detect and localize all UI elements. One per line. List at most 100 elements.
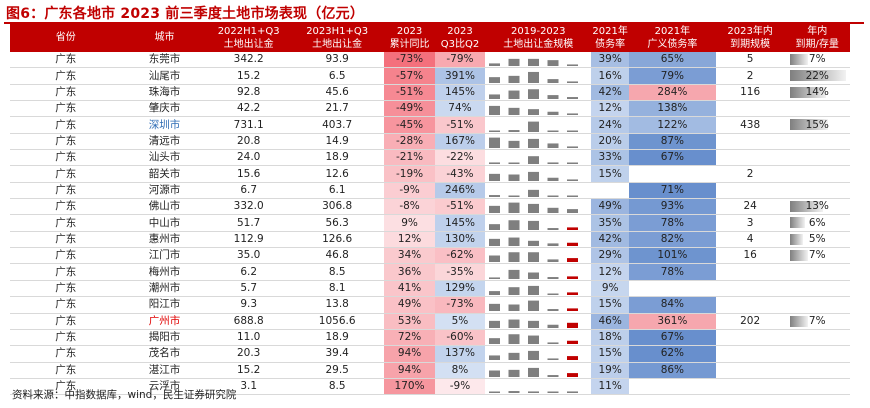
debt-ratio-cell: 15% bbox=[591, 296, 629, 313]
sparkline-bar bbox=[547, 60, 559, 67]
land-2023-cell: 29.5 bbox=[325, 363, 349, 376]
maturity-ratio-cell bbox=[784, 264, 850, 280]
q3-vs-q2-cell: -62% bbox=[434, 247, 486, 264]
land-2022-cell: 20.8 bbox=[236, 134, 261, 147]
maturity-ratio-cell bbox=[784, 133, 850, 149]
land-market-table: 省份 城市 2022H1+Q3 土地出让金 2023H1+Q3 土地出让金 2023… bbox=[10, 23, 850, 395]
land-2023-cell: 14.9 bbox=[325, 134, 349, 147]
sparkline-bar bbox=[547, 177, 559, 181]
broad-debt-ratio-cell: 65% bbox=[628, 52, 716, 68]
broad-debt-ratio-cell: 79% bbox=[628, 67, 716, 85]
debt-ratio-cell: 16% bbox=[591, 67, 629, 85]
sparkline-bar bbox=[567, 80, 579, 83]
debt-ratio-cell: 9% bbox=[591, 280, 629, 297]
city-cell: 潮州市 bbox=[148, 281, 181, 294]
maturity-ratio-label: 15% bbox=[805, 118, 829, 131]
debt-ratio-cell: 18% bbox=[591, 329, 629, 346]
province-cell: 广东 bbox=[55, 347, 77, 360]
sparkline-bar bbox=[508, 195, 520, 197]
city-cell: 汕头市 bbox=[148, 151, 181, 164]
city-cell: 江门市 bbox=[148, 249, 181, 262]
cum-yoy-cell: -45% bbox=[384, 116, 435, 134]
broad-debt-ratio-cell: 82% bbox=[628, 231, 716, 248]
sparkline-bar bbox=[567, 130, 579, 132]
q3-vs-q2-cell: -22% bbox=[434, 149, 486, 166]
land-2022-cell: 9.3 bbox=[240, 298, 258, 311]
debt-ratio-cell: 12% bbox=[591, 100, 629, 117]
table-row: 广东 河源市 6.7 6.1 -9% 246% 71% bbox=[10, 182, 850, 199]
sparkline-bar bbox=[489, 291, 501, 295]
maturity-ratio-cell: 5% bbox=[784, 231, 850, 247]
sparkline-bar bbox=[547, 94, 559, 99]
sparkline-cell bbox=[485, 215, 591, 231]
sparkline bbox=[489, 219, 579, 230]
maturity-ratio-cell bbox=[784, 280, 850, 296]
debt-ratio-cell: 24% bbox=[591, 116, 629, 134]
table-row: 广东 云浮市 3.1 8.5 170% -9% 11% bbox=[10, 378, 850, 395]
q3-vs-q2-cell: -51% bbox=[434, 198, 486, 215]
sparkline-cell bbox=[485, 248, 591, 264]
sparkline-bar bbox=[567, 391, 579, 394]
maturity-ratio-cell bbox=[784, 378, 850, 394]
cum-yoy-cell: 94% bbox=[384, 345, 435, 363]
sparkline-cell bbox=[485, 264, 591, 280]
sparkline-bar bbox=[489, 255, 501, 263]
sparkline-cell bbox=[485, 378, 591, 394]
header-cum-yoy: 2023 累计同比 bbox=[384, 23, 435, 52]
land-2022-cell: 15.6 bbox=[236, 167, 261, 180]
province-cell: 广东 bbox=[55, 331, 77, 344]
broad-debt-ratio-cell: 284% bbox=[628, 84, 716, 101]
sparkline-bar bbox=[528, 391, 540, 394]
q3-vs-q2-cell: 74% bbox=[434, 100, 486, 117]
maturity-cell: 116 bbox=[740, 85, 761, 98]
debt-ratio-cell: 11% bbox=[591, 378, 629, 395]
sparkline-bar bbox=[508, 287, 520, 295]
table-row: 广东 韶关市 15.6 12.6 -19% -43% 15% 2 bbox=[10, 165, 850, 183]
maturity-ratio-label: 6% bbox=[808, 216, 826, 229]
broad-debt-ratio-cell bbox=[629, 378, 716, 394]
cum-yoy-cell: -21% bbox=[384, 149, 435, 166]
debt-ratio-cell: 15% bbox=[591, 165, 629, 183]
sparkline-bar bbox=[508, 59, 520, 67]
maturity-cell: 4 bbox=[746, 232, 754, 245]
cum-yoy-cell: -8% bbox=[384, 198, 435, 215]
province-cell: 广东 bbox=[55, 216, 77, 229]
table-row: 广东 茂名市 20.3 39.4 94% 137% 15% 62% bbox=[10, 345, 850, 363]
land-2022-cell: 15.2 bbox=[236, 363, 261, 376]
land-2022-cell: 24.0 bbox=[236, 151, 261, 164]
table-row: 广东 汕尾市 15.2 6.5 -57% 391% 16% 79% 2 22% bbox=[10, 67, 850, 85]
maturity-cell bbox=[716, 346, 785, 362]
cum-yoy-cell: 36% bbox=[384, 263, 435, 281]
broad-debt-ratio-cell: 62% bbox=[628, 345, 716, 363]
table-row: 广东 广州市 688.8 1056.6 53% 5% 46% 361% 202 7% bbox=[10, 313, 850, 330]
table-row: 广东 惠州市 112.9 126.6 12% 130% 42% 82% 4 5% bbox=[10, 231, 850, 248]
cum-yoy-cell: 41% bbox=[384, 280, 435, 297]
sparkline-bar bbox=[508, 219, 520, 230]
sparkline-bar bbox=[567, 356, 579, 361]
maturity-ratio-bar bbox=[790, 233, 804, 245]
sparkline-cell bbox=[485, 68, 591, 84]
debt-ratio-cell: 19% bbox=[591, 362, 629, 379]
cum-yoy-cell: -73% bbox=[384, 52, 435, 68]
broad-debt-ratio-cell: 78% bbox=[628, 263, 716, 281]
sparkline-bar bbox=[489, 194, 501, 197]
sparkline-bar bbox=[489, 304, 501, 312]
land-2023-cell: 56.3 bbox=[325, 216, 349, 229]
maturity-cell: 24 bbox=[743, 200, 757, 213]
q3-vs-q2-cell: 246% bbox=[434, 182, 486, 199]
sparkline-cell bbox=[485, 199, 591, 215]
maturity-ratio-cell bbox=[784, 297, 850, 313]
header-land-2022: 2022H1+Q3 土地出让金 bbox=[207, 23, 290, 52]
maturity-ratio-bar bbox=[790, 119, 829, 131]
sparkline-bar bbox=[547, 162, 559, 165]
sparkline-bar bbox=[567, 179, 579, 181]
sparkline-bar bbox=[547, 130, 559, 132]
maturity-ratio-cell: 7% bbox=[784, 313, 850, 329]
maturity-ratio-bar bbox=[790, 86, 827, 98]
maturity-ratio-bar bbox=[790, 70, 847, 82]
city-cell: 中山市 bbox=[148, 216, 181, 229]
sparkline bbox=[489, 300, 579, 312]
maturity-ratio-cell: 14% bbox=[784, 84, 850, 100]
broad-debt-ratio-cell: 86% bbox=[628, 362, 716, 379]
maturity-ratio-label: 7% bbox=[808, 53, 826, 66]
